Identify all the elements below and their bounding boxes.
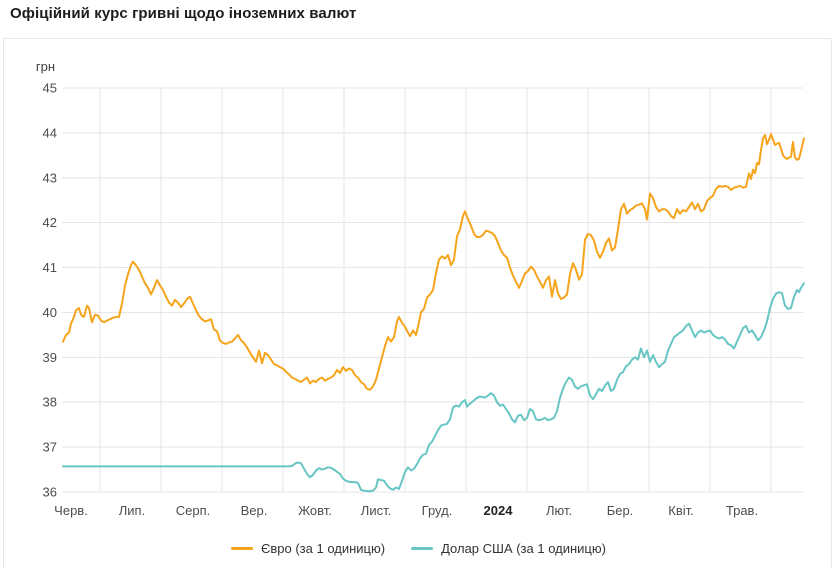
chart-legend: Євро (за 1 одиницю) Долар США (за 1 один… [0,541,837,556]
y-tick-43: 43 [43,170,57,185]
x-tick-Лип.: Лип. [119,503,145,518]
series-line-1[interactable] [62,282,805,493]
y-tick-36: 36 [43,485,57,500]
x-tick-Груд.: Груд. [422,503,453,518]
chart-card [3,38,832,568]
y-tick-40: 40 [43,305,57,320]
x-tick-Лист.: Лист. [361,503,391,518]
series-lines [62,133,805,493]
x-tick-2024: 2024 [484,503,514,518]
y-axis-unit-label: грн [36,59,55,74]
vertical-gridlines [99,88,772,492]
x-tick-Серп.: Серп. [176,503,211,518]
x-tick-Трав.: Трав. [726,503,758,518]
horizontal-gridlines [62,87,803,493]
eur-line-swatch [231,547,254,550]
x-tick-Квіт.: Квіт. [668,503,694,518]
y-tick-45: 45 [43,81,57,96]
y-axis-tick-labels: 45 44 43 42 41 40 39 38 37 36 [43,81,57,500]
x-axis-tick-labels: Черв. Лип. Серп. Вер. Жовт. Лист. Груд. 2024 Лют… [54,503,758,518]
x-tick-Черв.: Черв. [54,503,88,518]
y-tick-44: 44 [43,125,57,140]
x-tick-Бер.: Бер. [607,503,634,518]
legend-item-eur[interactable]: Євро (за 1 одиницю) [231,541,385,556]
y-tick-38: 38 [43,395,57,410]
x-tick-Лют.: Лют. [546,503,572,518]
usd-line-swatch [411,547,434,550]
legend-label-usd: Долар США (за 1 одиницю) [441,541,606,556]
page-title: Офіційний курс гривні щодо іноземних вал… [10,5,357,22]
x-tick-Вер.: Вер. [241,503,268,518]
x-tick-Жовт.: Жовт. [298,503,332,518]
legend-item-usd[interactable]: Долар США (за 1 одиницю) [411,541,606,556]
y-tick-41: 41 [43,260,57,275]
legend-label-eur: Євро (за 1 одиницю) [261,541,386,556]
y-tick-39: 39 [43,350,57,365]
y-tick-37: 37 [43,440,57,455]
y-tick-42: 42 [43,215,57,230]
series-line-0[interactable] [62,133,805,391]
